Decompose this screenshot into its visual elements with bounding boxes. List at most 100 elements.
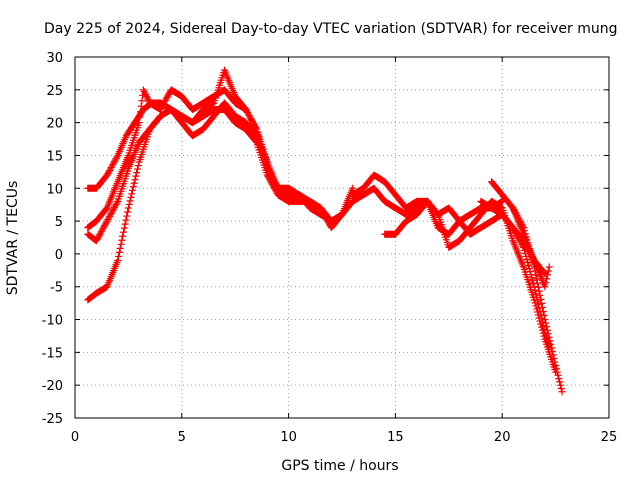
data-point	[160, 99, 168, 107]
data-point	[522, 252, 530, 260]
data-point	[109, 161, 117, 169]
data-point	[543, 275, 551, 283]
data-point	[108, 208, 116, 216]
data-point	[553, 368, 561, 376]
data-point	[103, 217, 111, 225]
data-point	[140, 87, 148, 95]
data-point	[524, 262, 532, 270]
data-point	[133, 169, 141, 177]
data-point	[106, 167, 114, 175]
data-point	[124, 208, 132, 216]
data-point	[538, 315, 546, 323]
series-layer	[84, 66, 566, 396]
data-point	[511, 227, 519, 235]
y-tick-label: -20	[42, 379, 63, 394]
data-point	[510, 225, 518, 233]
data-point	[252, 124, 260, 132]
data-point	[123, 212, 131, 220]
data-point	[557, 384, 565, 392]
series-track-10	[509, 204, 553, 291]
data-point	[136, 113, 144, 121]
data-point	[263, 158, 271, 166]
x-tick-label: 15	[387, 430, 404, 445]
data-point	[534, 300, 542, 308]
data-point	[528, 274, 536, 282]
data-point	[108, 162, 116, 170]
data-point	[539, 322, 547, 330]
data-point	[114, 256, 122, 264]
data-point	[118, 236, 126, 244]
data-point	[128, 190, 136, 198]
data-point	[139, 86, 147, 94]
data-point	[538, 318, 546, 326]
data-point	[104, 216, 112, 224]
data-point	[521, 249, 529, 257]
x-axis-title: GPS time / hours	[281, 458, 398, 474]
data-point	[111, 202, 119, 210]
data-point	[163, 93, 171, 101]
data-point	[544, 267, 552, 275]
data-point	[135, 119, 143, 127]
data-point	[534, 297, 542, 305]
data-point	[540, 325, 548, 333]
data-point	[248, 118, 256, 126]
data-point	[112, 200, 120, 208]
data-point	[244, 109, 252, 117]
data-point	[246, 113, 254, 121]
data-point	[117, 240, 125, 248]
data-point	[101, 222, 109, 230]
y-tick-label: 10	[46, 182, 63, 197]
data-point	[110, 203, 118, 211]
data-point	[556, 381, 564, 389]
data-point	[134, 162, 142, 170]
y-axis-title: SDTVAR / TECUs	[5, 181, 21, 296]
data-point	[100, 223, 108, 231]
data-point	[251, 122, 259, 130]
y-tick-label: 25	[46, 84, 63, 99]
data-point	[529, 280, 537, 288]
data-point	[164, 92, 172, 100]
data-point	[131, 176, 139, 184]
data-point	[106, 213, 114, 221]
data-point	[132, 172, 140, 180]
data-point	[524, 258, 532, 266]
data-point	[327, 217, 335, 225]
data-point	[549, 351, 557, 359]
data-point	[106, 211, 114, 219]
data-point	[143, 92, 151, 100]
series-track-7	[381, 197, 560, 376]
data-point	[513, 231, 521, 239]
data-point	[527, 271, 535, 279]
data-point	[106, 165, 114, 173]
data-point	[515, 234, 523, 242]
data-point	[113, 153, 121, 161]
data-point	[551, 358, 559, 366]
data-point	[129, 183, 137, 191]
data-point	[95, 232, 103, 240]
data-point	[537, 311, 545, 319]
data-point	[520, 243, 528, 251]
x-tick-label: 5	[178, 430, 186, 445]
y-tick-label: -5	[50, 281, 63, 296]
data-point	[92, 237, 100, 245]
data-point	[543, 271, 551, 279]
data-point	[558, 388, 566, 396]
data-point	[511, 228, 519, 236]
data-point	[250, 121, 258, 129]
data-point	[157, 104, 165, 112]
data-point	[243, 107, 251, 115]
data-point	[523, 255, 531, 263]
data-point	[535, 304, 543, 312]
x-tick-label: 10	[280, 430, 297, 445]
data-point	[545, 342, 553, 350]
data-point	[107, 210, 115, 218]
data-point	[125, 200, 133, 208]
data-point	[548, 347, 556, 355]
y-tick-label: 20	[46, 117, 63, 132]
data-point	[126, 197, 134, 205]
data-point	[112, 154, 120, 162]
data-point	[515, 236, 523, 244]
data-point	[545, 263, 553, 271]
data-point	[105, 168, 113, 176]
data-point	[532, 290, 540, 298]
